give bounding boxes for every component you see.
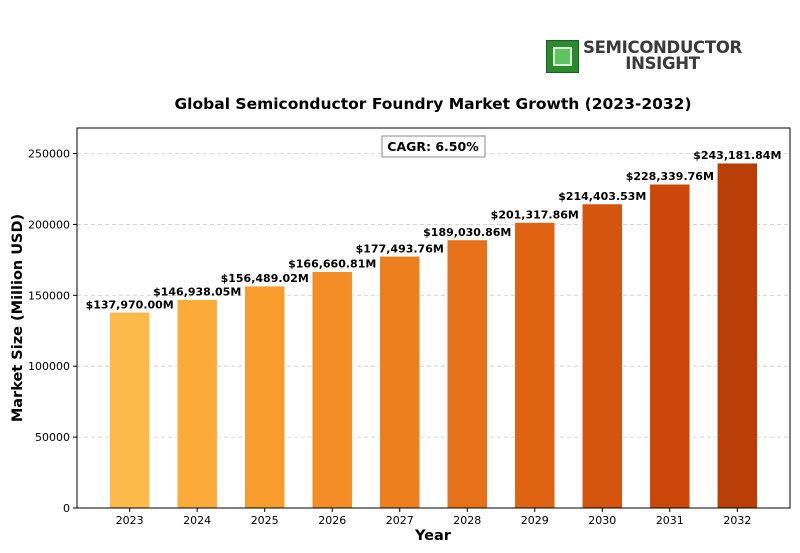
bar-2030 [582,203,623,509]
y-tick-label: 150000 [28,289,70,302]
x-tick-label: 2025 [251,514,279,527]
bar-2028 [447,239,488,509]
y-tick-label: 0 [63,502,70,515]
y-tick-label: 100000 [28,360,70,373]
brand-name-line1: SEMICONDUCTOR [583,38,742,57]
bar-2029 [514,222,556,509]
data-label: $243,181.84M [693,149,781,162]
plot-area [76,127,791,509]
x-axis-title: Year [414,528,452,544]
x-tick-label: 2027 [386,514,414,527]
data-label: $228,339.76M [626,170,714,183]
bar-2025 [244,285,285,509]
x-tick-label: 2026 [318,514,346,527]
data-label: $156,489.02M [221,272,309,285]
x-tick-label: 2028 [453,514,481,527]
x-tick-label: 2030 [588,514,616,527]
x-tick-label: 2023 [116,514,144,527]
data-label: $214,403.53M [558,190,646,203]
chart-title: Global Semiconductor Foundry Market Grow… [174,95,691,113]
x-tick-label: 2029 [521,514,549,527]
y-axis: 0 50000 100000 150000 200000 250000 [28,148,77,515]
cagr-box [381,135,486,158]
y-tick-label: 50000 [35,431,70,444]
brand-logo: SEMICONDUCTOR INSIGHT [546,38,742,74]
x-axis: 2023 2024 2025 2026 2027 2028 2029 2030 2031 2032 [116,508,751,527]
x-tick-label: 2024 [183,514,211,527]
bar-2031 [649,183,691,509]
y-tick-label: 250000 [28,148,70,161]
data-label: $137,970.00M [86,298,174,311]
data-label: $189,030.86M [423,226,511,239]
chip-icon [546,39,579,73]
x-tick-label: 2032 [723,514,751,527]
y-axis-title: Market Size (Million USD) [10,214,26,422]
data-labels: $137,970.00M$146,938.05M$156,489.02M$166… [86,149,782,311]
data-label: $166,660.81M [288,258,376,271]
bar-2023 [109,312,150,509]
x-tick-label: 2031 [656,514,684,527]
cagr-annotation: CAGR: 6.50% [381,135,486,158]
data-label: $146,938.05M [153,286,241,299]
y-tick-label: 200000 [28,218,70,231]
bar-2024 [176,299,218,509]
brand-name: SEMICONDUCTOR INSIGHT [583,38,742,73]
bar-2027 [379,256,420,509]
bar-2032 [717,162,758,509]
cagr-label: CAGR: 6.50% [387,139,479,154]
data-label: $201,317.86M [491,209,579,222]
brand-name-line2: INSIGHT [625,54,700,73]
bars [109,162,758,509]
data-label: $177,493.76M [356,242,444,255]
bar-2026 [311,271,353,509]
